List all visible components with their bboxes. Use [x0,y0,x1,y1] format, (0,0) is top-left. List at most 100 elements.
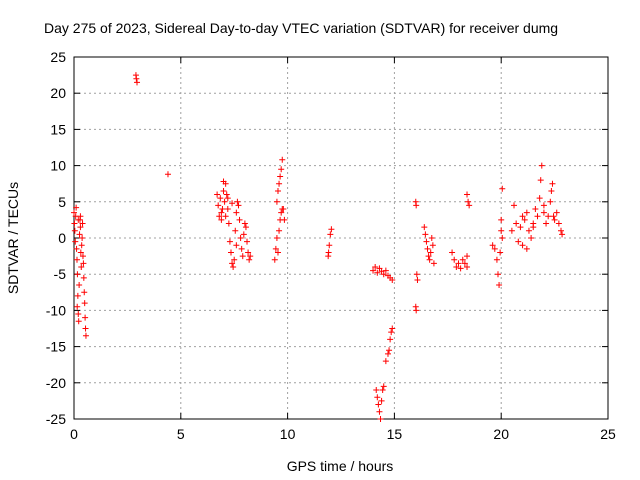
data-point [77,213,84,220]
data-point [466,202,473,209]
data-point [459,256,466,263]
data-point [425,253,432,260]
data-point [519,213,526,220]
y-tick-label: -25 [46,411,66,427]
data-point [218,209,225,216]
data-point [547,198,554,205]
data-point [73,204,80,211]
data-point [75,311,82,318]
data-point [375,401,382,408]
data-point [272,245,279,252]
x-tick-label: 10 [280,426,296,442]
data-point [423,238,430,245]
data-point [464,253,471,260]
x-tick-label: 5 [177,426,185,442]
data-point [75,318,82,325]
data-point [536,195,543,202]
data-point [73,245,80,252]
data-point [328,226,335,233]
y-tick-label: -5 [54,266,67,282]
data-point [133,75,140,82]
data-point [80,274,87,281]
data-point [382,358,389,365]
data-point [384,350,391,357]
data-point [236,216,243,223]
x-axis-label: GPS time / hours [287,458,394,474]
data-point [241,220,248,227]
data-point [379,387,386,394]
data-point [74,271,81,278]
data-point [387,336,394,343]
data-point [558,227,565,234]
data-point [233,209,240,216]
data-point [281,216,288,223]
data-point [370,267,377,274]
data-point [235,202,242,209]
x-tick-label: 25 [600,426,616,442]
data-point [523,209,530,216]
data-point [73,256,80,263]
data-point [376,408,383,415]
data-point [551,216,558,223]
data-point [271,256,278,263]
data-point [278,209,285,216]
data-point [214,191,221,198]
data-point [428,235,435,241]
data-point [233,242,240,249]
data-point [517,224,524,231]
data-point [380,271,387,278]
data-point [134,79,141,86]
data-point [378,397,385,404]
data-point [455,260,462,267]
data-point [82,325,89,332]
data-point [224,206,231,213]
data-point [374,394,381,401]
y-tick-label: -15 [46,339,66,355]
data-point [245,249,252,256]
data-point [508,227,515,234]
data-point [553,209,560,216]
data-point [230,263,237,270]
data-point [548,187,555,194]
data-point [382,267,389,274]
data-point [499,185,506,192]
data-point [219,206,226,213]
data-point [545,213,552,220]
data-point [532,206,539,213]
data-point [273,198,280,205]
y-axis-label: SDTVAR / TECUs [5,182,21,294]
data-point [276,180,283,187]
data-point [77,224,84,231]
data-point [229,200,236,207]
y-tick-label: 0 [58,230,66,246]
data-point [498,216,505,223]
data-point [76,231,83,238]
data-point [549,180,556,187]
data-point [229,260,236,267]
data-point [515,238,522,245]
data-point [413,307,420,314]
data-point [543,220,550,227]
data-point [464,263,471,270]
data-point [76,282,83,289]
data-point [380,383,387,390]
data-point [326,242,333,249]
data-point [413,271,420,278]
data-point [80,260,87,267]
data-point [231,256,238,263]
data-point [494,271,501,278]
data-point [227,249,234,256]
data-point [538,162,545,169]
data-point [534,213,541,220]
data-point [78,263,85,270]
data-point [221,198,228,205]
data-point [491,245,498,252]
data-point [464,191,471,198]
data-point [511,202,518,209]
data-point [278,166,285,173]
data-point [373,387,380,394]
data-point [525,227,532,234]
data-point [79,220,86,227]
data-point [223,191,230,198]
data-point [493,256,500,263]
